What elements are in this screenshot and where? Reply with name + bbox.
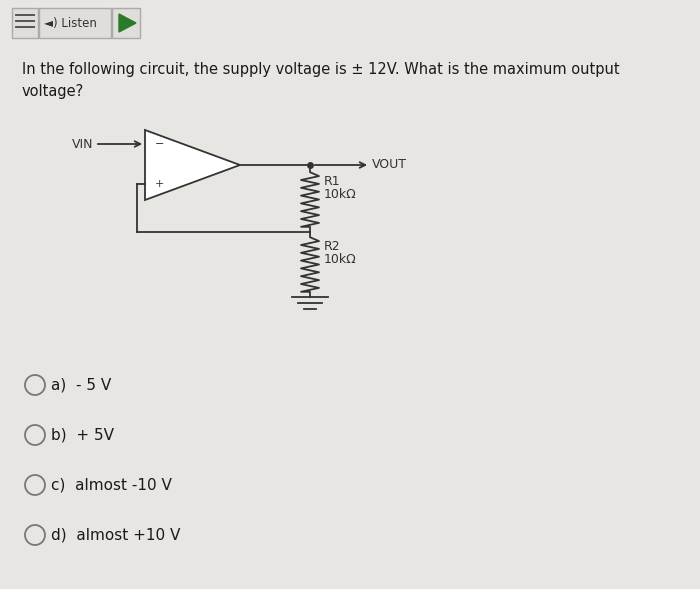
FancyBboxPatch shape <box>112 8 140 38</box>
Text: ◄) Listen: ◄) Listen <box>44 16 97 29</box>
Text: R1: R1 <box>324 175 341 188</box>
Text: In the following circuit, the supply voltage is ± 12V. What is the maximum outpu: In the following circuit, the supply vol… <box>22 62 620 99</box>
Text: d)  almost +10 V: d) almost +10 V <box>51 528 181 542</box>
Text: −: − <box>155 139 164 149</box>
Polygon shape <box>145 130 240 200</box>
Text: 10kΩ: 10kΩ <box>324 253 357 266</box>
Text: a)  - 5 V: a) - 5 V <box>51 378 111 392</box>
Text: VIN: VIN <box>71 137 93 151</box>
FancyBboxPatch shape <box>39 8 111 38</box>
Text: R2: R2 <box>324 240 341 253</box>
Text: 10kΩ: 10kΩ <box>324 188 357 201</box>
Text: c)  almost -10 V: c) almost -10 V <box>51 478 172 492</box>
Polygon shape <box>119 14 136 32</box>
FancyBboxPatch shape <box>12 8 38 38</box>
Text: +: + <box>155 179 164 189</box>
Text: VOUT: VOUT <box>372 158 407 171</box>
Text: b)  + 5V: b) + 5V <box>51 428 114 442</box>
